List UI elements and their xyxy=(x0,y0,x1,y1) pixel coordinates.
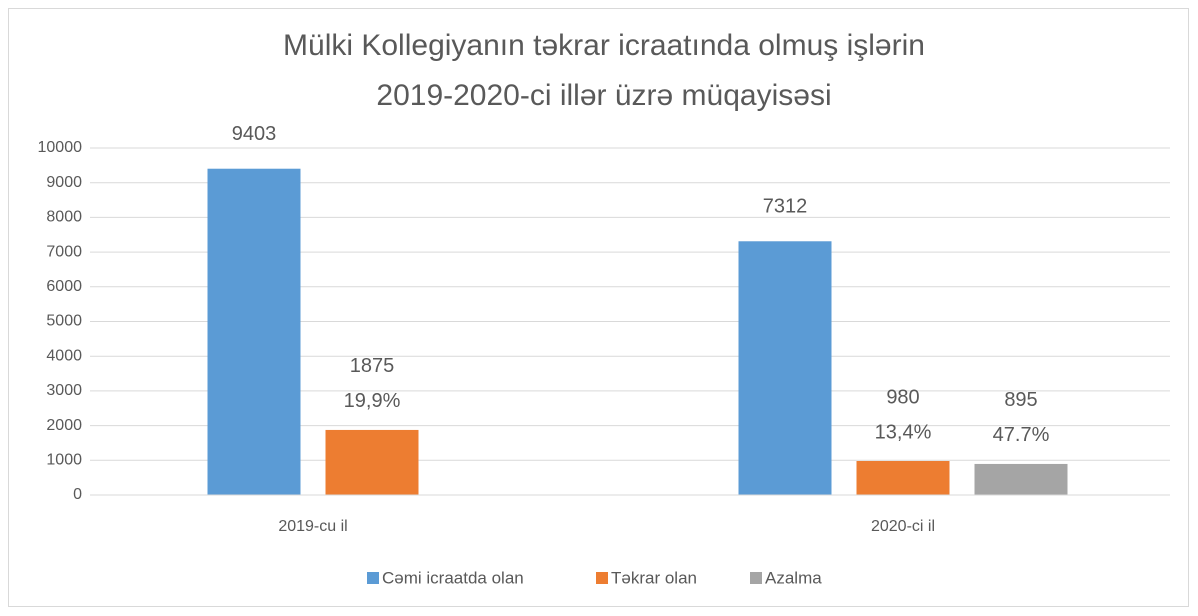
bar xyxy=(207,168,301,496)
x-tick-label: 2019-cu il xyxy=(278,518,347,535)
x-tick-label: 2020-ci il xyxy=(871,518,935,535)
data-label: 980 xyxy=(886,386,919,408)
bar xyxy=(974,463,1068,495)
data-label: 895 xyxy=(1004,389,1037,411)
percent-label: 13,4% xyxy=(875,421,932,443)
y-tick-label: 6000 xyxy=(46,278,82,295)
y-tick-label: 2000 xyxy=(46,417,82,434)
legend-swatch xyxy=(596,572,608,584)
y-tick-label: 3000 xyxy=(46,382,82,399)
y-tick-label: 10000 xyxy=(38,139,83,156)
bar xyxy=(738,241,832,495)
y-tick-label: 1000 xyxy=(46,452,82,469)
y-tick-label: 0 xyxy=(73,486,82,503)
chart-border xyxy=(8,8,1189,607)
bar xyxy=(856,460,950,495)
legend-label: Təkrar olan xyxy=(611,568,697,587)
percent-label: 19,9% xyxy=(344,390,401,412)
data-label: 9403 xyxy=(232,123,277,145)
chart-title: Mülki Kollegiyanın təkrar icraatında olm… xyxy=(283,29,925,62)
percent-label: 47.7% xyxy=(993,424,1050,446)
data-label: 7312 xyxy=(763,196,808,218)
chart-title: 2019-2020-ci illər üzrə müqayisəsi xyxy=(376,79,831,112)
y-tick-label: 9000 xyxy=(46,174,82,191)
y-tick-label: 4000 xyxy=(46,347,82,364)
data-label: 1875 xyxy=(350,355,395,377)
y-tick-label: 7000 xyxy=(46,243,82,260)
y-tick-label: 5000 xyxy=(46,313,82,330)
legend-swatch xyxy=(367,572,379,584)
legend-label: Azalma xyxy=(765,568,822,587)
y-tick-label: 8000 xyxy=(46,209,82,226)
legend-label: Cəmi icraatda olan xyxy=(382,568,524,587)
legend-swatch xyxy=(750,572,762,584)
bar xyxy=(325,429,419,495)
